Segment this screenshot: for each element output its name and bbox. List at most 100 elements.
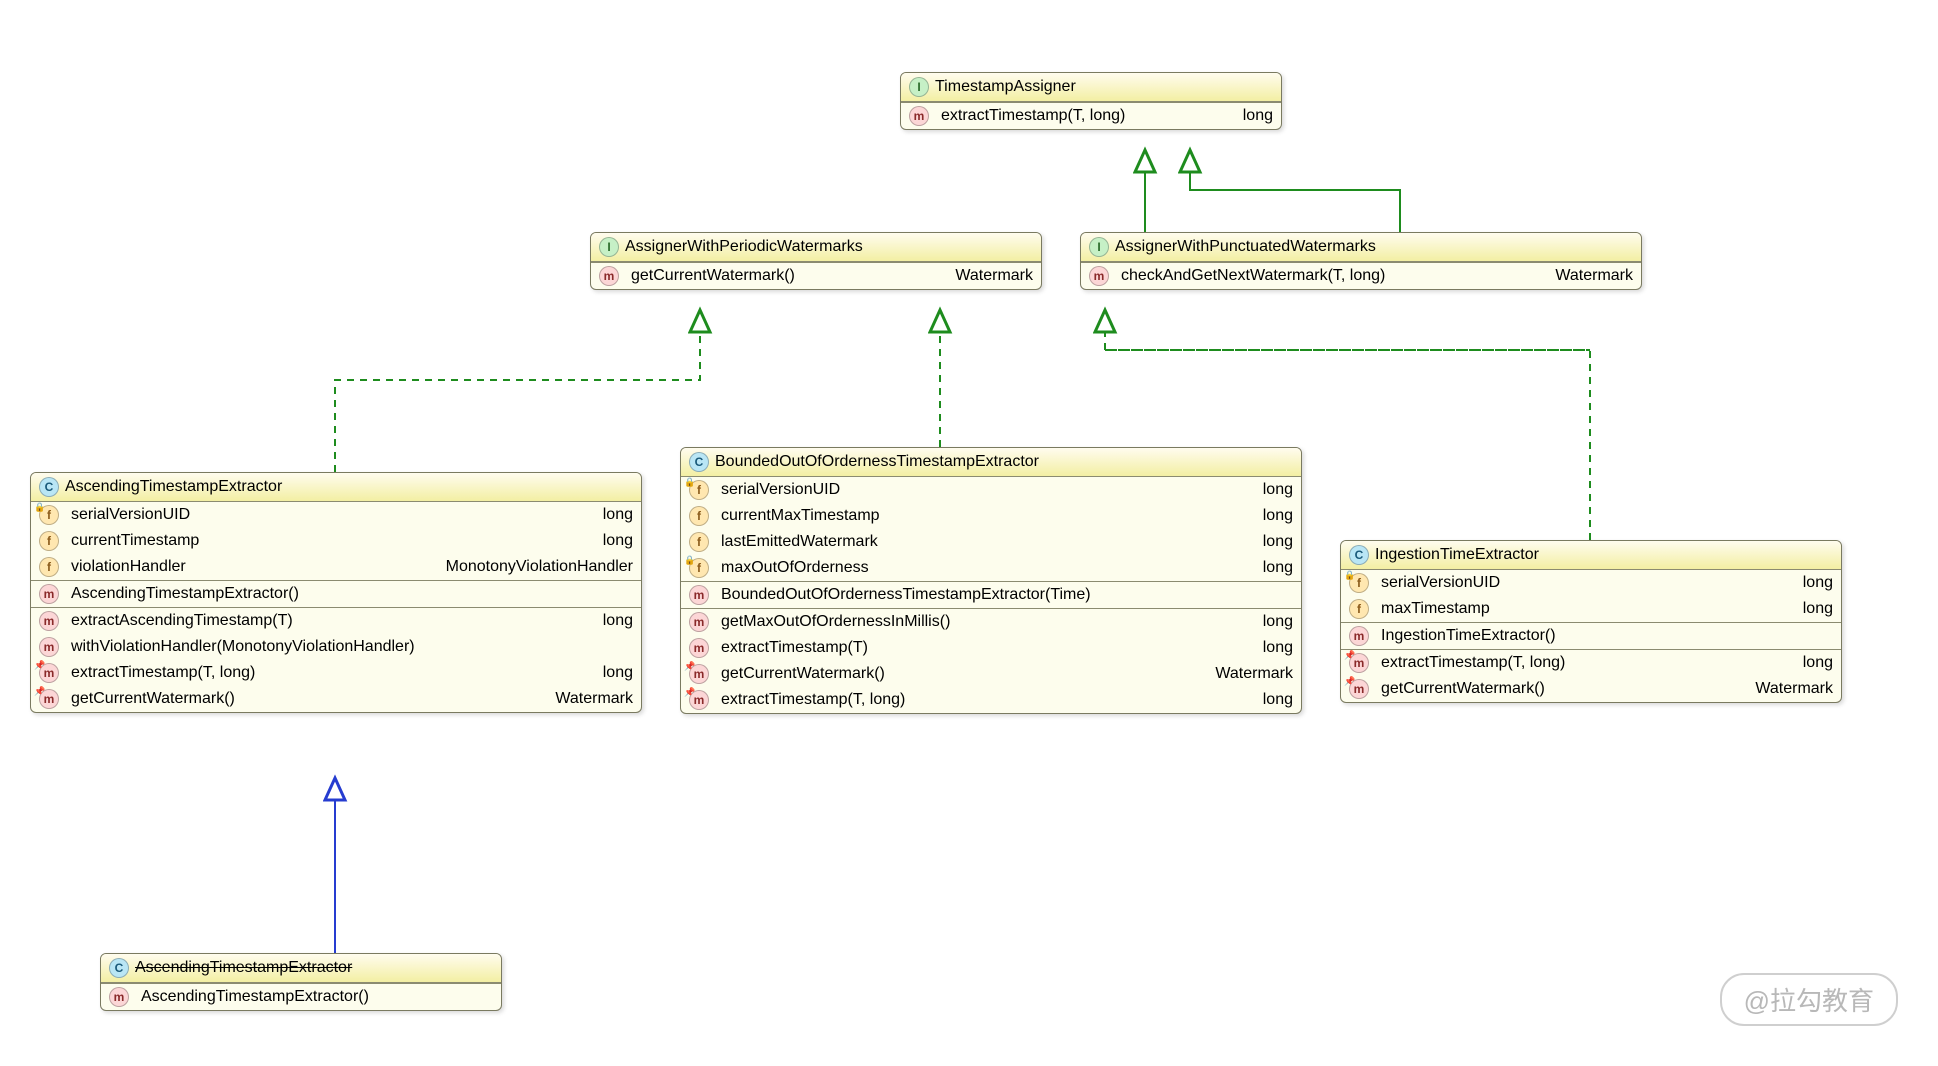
- uml-member-type: long: [1783, 574, 1833, 592]
- uml-class-box: C BoundedOutOfOrdernessTimestampExtractor…: [680, 447, 1302, 714]
- uml-member-row: f🔒serialVersionUIDlong: [681, 477, 1301, 503]
- uml-member-type: Watermark: [1735, 680, 1833, 698]
- connector-line: [1190, 150, 1400, 232]
- method-icon: m: [109, 987, 129, 1007]
- uml-member-row: f🔒serialVersionUIDlong: [31, 502, 641, 528]
- uml-member-left: mwithViolationHandler(MonotonyViolationH…: [39, 637, 415, 657]
- method-icon: m: [599, 266, 619, 286]
- class-icon: C: [1349, 545, 1369, 565]
- uml-member-label: withViolationHandler(MonotonyViolationHa…: [71, 638, 415, 656]
- method-icon: m: [689, 612, 709, 632]
- class-icon: C: [109, 958, 129, 978]
- uml-class-title: TimestampAssigner: [935, 78, 1076, 96]
- uml-member-row: m📌 getCurrentWatermark() Watermark: [1341, 676, 1841, 702]
- method-icon: m📌: [689, 690, 709, 710]
- uml-class-header: IAssignerWithPeriodicWatermarks: [591, 233, 1041, 262]
- uml-member-left: m📌extractTimestamp(T, long): [1349, 653, 1565, 673]
- uml-class-title: AssignerWithPunctuatedWatermarks: [1115, 238, 1376, 256]
- uml-member-left: f🔒 serialVersionUID: [1349, 573, 1500, 593]
- watermark-badge: @拉勾教育: [1720, 973, 1898, 1026]
- uml-member-left: f🔒serialVersionUID: [39, 505, 190, 525]
- method-icon: m📌: [1349, 679, 1369, 699]
- field-icon: f🔒: [689, 480, 709, 500]
- uml-member-label: serialVersionUID: [1381, 574, 1500, 592]
- uml-member-left: m getCurrentWatermark(): [599, 266, 795, 286]
- uml-member-type: MonotonyViolationHandler: [426, 558, 633, 576]
- uml-class-box: IAssignerWithPunctuatedWatermarksmcheckA…: [1080, 232, 1642, 290]
- uml-class-box: CAscendingTimestampExtractorf🔒serialVers…: [30, 472, 642, 713]
- uml-class-header: C IngestionTimeExtractor: [1341, 541, 1841, 570]
- class-icon: C: [689, 452, 709, 472]
- override-pin-icon: 📌: [684, 687, 695, 698]
- uml-member-label: currentMaxTimestamp: [721, 507, 880, 525]
- uml-member-type: long: [583, 664, 633, 682]
- override-pin-icon: 📌: [1344, 650, 1355, 661]
- uml-member-label: AscendingTimestampExtractor(): [141, 988, 369, 1006]
- interface-icon: I: [599, 237, 619, 257]
- uml-member-type: long: [1783, 600, 1833, 618]
- uml-member-type: long: [1783, 654, 1833, 672]
- uml-member-row: mextractAscendingTimestamp(T) long: [31, 607, 641, 634]
- uml-member-left: m extractTimestamp(T): [689, 638, 868, 658]
- uml-member-label: BoundedOutOfOrdernessTimestampExtractor(…: [721, 586, 1091, 604]
- uml-class-box: I TimestampAssigner mextractTimestamp(T, l…: [900, 72, 1282, 130]
- uml-member-row: mwithViolationHandler(MonotonyViolationH…: [31, 634, 641, 660]
- uml-member-left: m AscendingTimestampExtractor(): [109, 987, 369, 1007]
- uml-class-title: AscendingTimestampExtractor: [65, 478, 282, 496]
- uml-class-header: CAscendingTimestampExtractor: [101, 954, 501, 983]
- uml-member-label: getCurrentWatermark(): [71, 690, 235, 708]
- uml-class-header: CAscendingTimestampExtractor: [31, 473, 641, 502]
- uml-member-label: extractTimestamp(T, long): [71, 664, 255, 682]
- uml-member-row: f🔒 serialVersionUID long: [1341, 570, 1841, 596]
- method-icon: m: [39, 611, 59, 631]
- field-icon: f🔒: [1349, 573, 1369, 593]
- uml-member-row: fcurrentMaxTimestamplong: [681, 503, 1301, 529]
- uml-class-box: CAscendingTimestampExtractor m AscendingTi…: [100, 953, 502, 1011]
- uml-class-box: IAssignerWithPeriodicWatermarks m getCurre…: [590, 232, 1042, 290]
- uml-member-type: long: [1243, 639, 1293, 657]
- uml-member-label: AscendingTimestampExtractor(): [71, 585, 299, 603]
- uml-member-left: m📌extractTimestamp(T, long): [689, 690, 905, 710]
- static-lock-icon: 🔒: [684, 477, 695, 488]
- override-pin-icon: 📌: [34, 686, 45, 697]
- uml-member-left: mextractAscendingTimestamp(T): [39, 611, 293, 631]
- uml-member-type: long: [1223, 107, 1273, 125]
- uml-member-label: maxTimestamp: [1381, 600, 1490, 618]
- uml-member-label: getCurrentWatermark(): [1381, 680, 1545, 698]
- uml-member-row: m📌extractTimestamp(T, long)long: [681, 687, 1301, 713]
- uml-member-type: long: [1243, 507, 1293, 525]
- uml-class-title: IngestionTimeExtractor: [1375, 546, 1539, 564]
- interface-icon: I: [909, 77, 929, 97]
- uml-member-row: mcheckAndGetNextWatermark(T, long)Waterm…: [1081, 262, 1641, 289]
- method-icon: m: [1089, 266, 1109, 286]
- uml-member-left: mBoundedOutOfOrdernessTimestampExtractor…: [689, 585, 1091, 605]
- uml-member-type: Watermark: [1195, 665, 1293, 683]
- uml-member-label: IngestionTimeExtractor(): [1381, 627, 1556, 645]
- uml-member-label: extractTimestamp(T, long): [1381, 654, 1565, 672]
- uml-member-label: getCurrentWatermark(): [721, 665, 885, 683]
- uml-member-left: fcurrentTimestamp: [39, 531, 199, 551]
- uml-member-label: lastEmittedWatermark: [721, 533, 878, 551]
- uml-member-type: Watermark: [935, 267, 1033, 285]
- uml-member-row: m AscendingTimestampExtractor(): [101, 983, 501, 1010]
- uml-member-left: f🔒serialVersionUID: [689, 480, 840, 500]
- uml-member-label: maxOutOfOrderness: [721, 559, 869, 577]
- uml-member-type: long: [583, 612, 633, 630]
- field-icon: f: [39, 531, 59, 551]
- uml-class-box: CIngestionTimeExtractorf🔒serialVersionUI…: [1340, 540, 1842, 703]
- uml-member-label: getCurrentWatermark(): [631, 267, 795, 285]
- uml-member-left: mextractTimestamp(T, long): [909, 106, 1125, 126]
- uml-member-left: m📌 getCurrentWatermark(): [689, 664, 885, 684]
- uml-member-row: m📌 getCurrentWatermark() Watermark: [681, 661, 1301, 687]
- uml-member-label: extractTimestamp(T): [721, 639, 868, 657]
- uml-class-title: BoundedOutOfOrdernessTimestampExtractor: [715, 453, 1039, 471]
- method-icon: m: [689, 638, 709, 658]
- uml-member-left: m📌 getCurrentWatermark(): [39, 689, 235, 709]
- uml-member-left: fviolationHandler: [39, 557, 186, 577]
- uml-member-left: mAscendingTimestampExtractor(): [39, 584, 299, 604]
- method-icon: m📌: [39, 689, 59, 709]
- static-lock-icon: 🔒: [1344, 570, 1355, 581]
- uml-member-label: getMaxOutOfOrdernessInMillis(): [721, 613, 950, 631]
- field-icon: f: [1349, 599, 1369, 619]
- method-icon: m📌: [689, 664, 709, 684]
